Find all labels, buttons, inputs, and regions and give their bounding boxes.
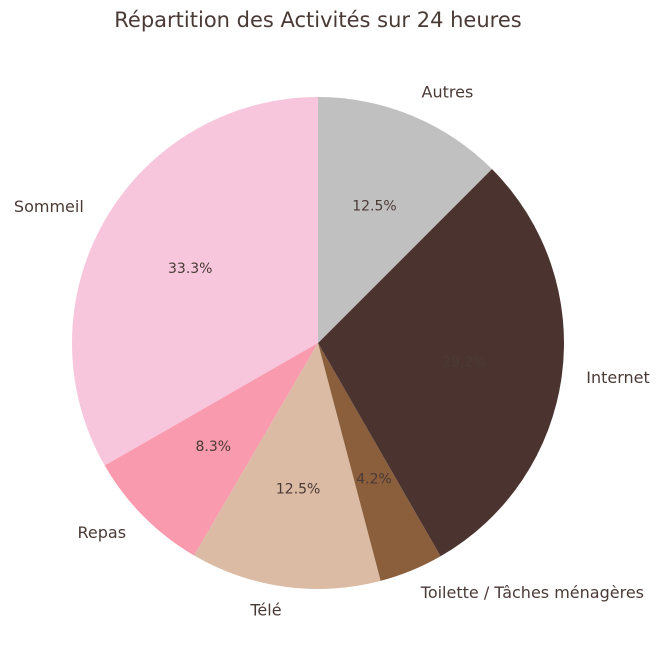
slice-label: Toilette / Tâches ménagères (420, 583, 644, 602)
percent-label: 4.2% (356, 472, 392, 488)
percent-label: 12.5% (352, 199, 396, 215)
slice-label: Repas (78, 523, 127, 542)
pie-slice (104, 343, 318, 556)
pie-slice (318, 97, 492, 343)
pie-slice (318, 169, 564, 557)
pie-slice (318, 343, 441, 581)
percent-label: 29.2% (442, 354, 486, 370)
percent-label: 12.5% (276, 481, 320, 497)
percent-label: 33.3% (168, 261, 212, 277)
slice-label: Internet (586, 368, 650, 387)
chart-title: Répartition des Activités sur 24 heures (114, 8, 521, 32)
slice-label: Télé (249, 601, 281, 620)
slice-label: Sommeil (14, 197, 84, 216)
percent-label: 8.3% (196, 439, 232, 455)
pie-slice (71, 97, 319, 466)
slice-label: Autres (422, 82, 474, 101)
pie-slice (194, 343, 381, 589)
